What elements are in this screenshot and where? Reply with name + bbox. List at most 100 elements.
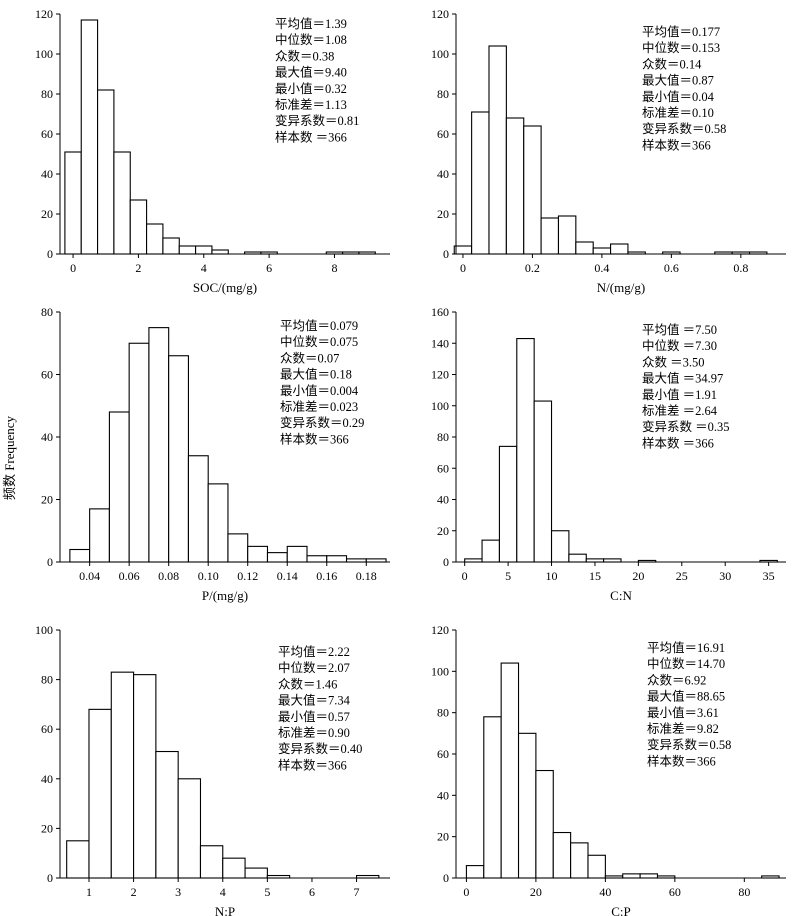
histogram-bar	[168, 355, 189, 563]
x-tick-label: 5	[264, 885, 270, 899]
x-tick-label: 0.04	[79, 569, 100, 583]
y-tick-label: 80	[437, 87, 449, 101]
stat-annotation: 中位数 ＝7.30	[642, 338, 717, 353]
y-tick-label: 60	[41, 127, 53, 141]
x-tick-label: 7	[354, 885, 360, 899]
y-tick-label: 60	[437, 127, 449, 141]
y-tick-label: 20	[41, 207, 53, 221]
stat-annotation: 平均值＝0.079	[280, 318, 358, 333]
histogram-bar	[110, 671, 135, 879]
stat-annotation: 变异系数＝0.81	[275, 113, 359, 128]
histogram-bar	[533, 400, 553, 563]
stat-annotation: 最小值＝0.04	[642, 89, 715, 104]
y-tick-label: 60	[437, 461, 449, 475]
stat-annotation: 最大值＝0.18	[280, 367, 352, 382]
y-tick-label: 100	[35, 47, 53, 61]
y-tick-label: 80	[41, 673, 53, 687]
stat-annotation: 平均值＝2.22	[278, 644, 350, 659]
x-tick-label: 0.12	[237, 569, 258, 583]
x-tick-label: 0.16	[316, 569, 337, 583]
y-tick-label: 40	[41, 430, 53, 444]
stat-annotation: 众数＝0.07	[280, 350, 339, 365]
stat-annotation: 最大值＝7.34	[278, 693, 351, 708]
y-tick-label: 160	[431, 305, 449, 319]
x-tick-label: 0.14	[277, 569, 298, 583]
y-tick-label: 100	[431, 47, 449, 61]
x-axis-label: N:P	[215, 904, 235, 916]
histogram-bar	[568, 553, 587, 563]
histogram-bar	[592, 247, 612, 255]
x-axis-label: N/(mg/g)	[597, 280, 645, 295]
histogram-bar	[557, 215, 577, 255]
y-tick-label: 20	[437, 207, 449, 221]
histogram-bar	[177, 778, 202, 879]
histogram-bar	[89, 508, 110, 563]
histogram-bar	[610, 243, 629, 255]
histogram-bar	[133, 674, 157, 879]
histogram-bar	[453, 245, 473, 255]
y-tick-label: 0	[47, 555, 53, 569]
y-tick-label: 100	[431, 399, 449, 413]
x-tick-label: 0.8	[733, 261, 748, 275]
x-tick-label: 5	[505, 569, 511, 583]
x-tick-label: 0.08	[158, 569, 179, 583]
y-tick-label: 20	[41, 821, 53, 835]
stat-annotation: 最小值＝0.32	[275, 81, 347, 96]
histogram-bar	[535, 769, 554, 879]
histogram-bar	[162, 237, 180, 255]
histogram-bar	[97, 89, 115, 255]
x-tick-label: 20	[530, 885, 542, 899]
x-tick-label: 0.2	[525, 261, 540, 275]
x-tick-label: 35	[763, 569, 775, 583]
y-tick-label: 100	[431, 664, 449, 678]
stat-annotation: 标准差＝0.90	[278, 726, 350, 740]
histogram-bar	[88, 708, 112, 879]
stat-annotation: 最小值＝0.004	[280, 383, 359, 398]
y-tick-label: 120	[35, 7, 53, 21]
x-tick-label: 25	[676, 569, 688, 583]
x-tick-label: 60	[669, 885, 681, 899]
x-tick-label: 0	[460, 261, 466, 275]
y-tick-label: 0	[443, 247, 449, 261]
y-tick-label: 40	[41, 772, 53, 786]
y-tick-label: 0	[443, 555, 449, 569]
x-axis-label: C:N	[610, 588, 632, 603]
y-tick-label: 20	[41, 493, 53, 507]
x-tick-label: 80	[738, 885, 750, 899]
histogram-panel: 0 20 40 60 80 100 1 2 3 4 5 6 7 N:P 平均值＝2.22中位数＝2.07众数…	[35, 623, 390, 916]
y-tick-label: 80	[437, 706, 449, 720]
y-tick-label: 20	[437, 524, 449, 538]
histogram-bar	[199, 845, 224, 879]
stat-annotation: 标准差＝9.82	[647, 722, 719, 736]
x-tick-label: 20	[632, 569, 644, 583]
y-tick-label: 40	[41, 167, 53, 181]
stat-annotation: 平均值＝0.177	[642, 24, 720, 39]
histogram-bar	[187, 455, 209, 563]
stat-annotation: 样本数 ＝366	[642, 435, 714, 450]
x-tick-label: 8	[331, 261, 337, 275]
stat-annotation: 中位数＝0.153	[642, 40, 720, 55]
stat-annotation: 标准差＝1.13	[275, 98, 347, 112]
histogram-bar	[540, 217, 560, 255]
histogram-bar	[286, 545, 308, 563]
histogram-bar	[498, 445, 518, 563]
x-tick-label: 2	[131, 885, 137, 899]
histogram-bar	[552, 831, 572, 879]
shared-y-axis-label: 频数 Frequency	[2, 415, 17, 500]
histogram-panel: 0 20 40 60 80 100 120 0 20 40 60 80 C:P 平均值＝16.91中位数＝…	[431, 623, 786, 916]
stat-annotation: 最大值 ＝34.97	[642, 371, 723, 386]
y-tick-label: 0	[443, 871, 449, 885]
stat-annotation: 众数＝0.38	[275, 48, 334, 63]
histogram-bar	[639, 873, 659, 879]
x-tick-label: 4	[220, 885, 226, 899]
x-tick-label: 0.06	[119, 569, 140, 583]
histogram-bar	[80, 19, 99, 255]
y-tick-label: 80	[41, 305, 53, 319]
histogram-bar	[69, 548, 91, 563]
histogram-bar	[129, 199, 148, 255]
x-axis-label: C:P	[611, 904, 631, 916]
stat-annotation: 变异系数＝0.29	[280, 415, 364, 430]
histogram-bar	[247, 545, 269, 563]
histogram-bar	[570, 842, 589, 879]
